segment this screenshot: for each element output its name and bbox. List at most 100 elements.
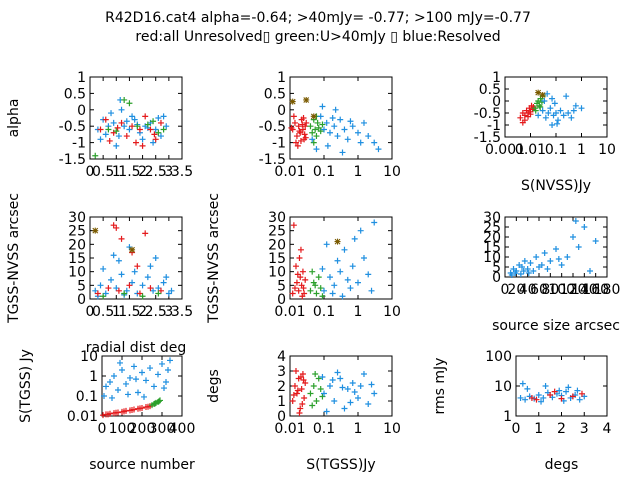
x-tick-label: 0.5 [92,304,114,320]
x-tick-label: 2 [557,421,566,437]
data-point-blue [558,262,565,268]
data-point-blue [150,139,157,146]
data-point-star [303,96,310,103]
data-point-green [121,96,128,103]
data-point-green [315,124,322,131]
data-point-red [299,126,306,133]
y-tick-label: 0 [492,94,501,110]
data-point-green [309,402,316,409]
y-tick-label: 0 [77,103,86,119]
data-point-blue [323,408,330,415]
data-point-red [129,123,136,130]
data-point-blue [371,390,378,397]
data-point-red [106,137,113,144]
y-tick-label: -1.5 [59,152,86,168]
y-tick-label: 30 [483,210,501,226]
x-tick-label: 1 [577,142,586,158]
data-point-blue [329,115,336,121]
data-point-blue [368,381,375,388]
data-point-red [291,285,298,292]
data-point-blue [568,114,575,121]
data-point-blue [517,394,524,401]
data-point-blue [131,268,138,275]
data-point-red [290,392,297,398]
data-point-blue [147,263,154,270]
data-point-red [294,271,301,278]
data-point-red [133,139,139,146]
data-point-red [301,395,308,401]
data-point-red [113,224,120,231]
data-point-blue [119,366,125,373]
data-point-blue [102,131,109,138]
data-point-red [123,133,130,140]
y-tick-label: 1 [89,369,98,385]
data-point-blue [334,369,341,376]
x-axis-label: S(TGSS)Jy [306,457,375,473]
x-tick-label: 3.5 [171,304,193,320]
data-point-red [151,131,158,138]
x-tick-label: 1 [534,421,543,437]
data-point-blue [563,93,570,100]
data-point-blue [321,390,327,397]
y-tick-label: 25 [483,220,501,236]
data-point-red [129,406,135,413]
data-point-red [295,123,302,130]
data-point-green [319,293,326,300]
data-point-red [115,287,122,294]
data-point-blue [556,387,563,394]
y-tick-label: 3 [277,364,286,380]
data-point-red [292,139,299,146]
x-tick-label: 10 [598,142,616,158]
data-point-green [312,371,319,377]
data-point-blue [565,110,572,116]
data-point-blue [357,139,364,146]
data-point-green [536,102,543,109]
y-tick-label: -1 [72,136,86,152]
x-axis-label: S(NVSS)Jy [521,178,591,194]
x-tick-label: 100 [548,282,575,298]
data-point-red [102,116,109,123]
data-point-blue [524,385,531,392]
data-point-blue [337,268,344,275]
data-point-red [293,279,300,286]
data-point-red [142,113,149,120]
data-point-red [297,405,304,412]
data-point-blue [527,260,534,266]
data-point-blue [161,385,167,392]
data-point-green [307,287,314,294]
data-point-blue [165,290,172,297]
data-point-blue [118,106,125,113]
data-point-blue [329,290,336,297]
data-point-green [313,133,320,140]
data-point-blue [131,116,138,123]
data-point-green [126,100,133,107]
data-point-blue [565,384,572,391]
data-point-blue [351,235,358,242]
data-point-blue [334,133,341,140]
data-point-green [160,126,167,133]
data-point-blue [97,136,104,143]
y-tick-label: 2 [277,379,286,395]
data-point-blue [167,357,173,364]
data-point-blue [553,246,559,252]
data-point-blue [341,126,348,133]
data-point-red [134,263,141,270]
data-point-blue [535,112,542,119]
y-axis-label: rms mJy [432,358,448,415]
data-point-blue [360,371,367,377]
data-point-green [314,119,321,126]
data-point-blue [113,285,120,292]
data-point-blue [165,366,171,373]
data-point-red [288,124,295,131]
x-tick-label: 60 [530,282,548,298]
data-point-blue [371,219,378,226]
x-tick-label: 0.1 [313,421,335,437]
data-point-red [293,133,300,140]
x-tick-label: 1.5 [118,164,140,180]
data-point-blue [538,262,545,268]
y-tick-label: 0.1 [76,389,98,405]
x-tick-label: 3 [164,304,173,320]
data-point-blue [533,254,540,260]
data-point-red [533,396,540,403]
